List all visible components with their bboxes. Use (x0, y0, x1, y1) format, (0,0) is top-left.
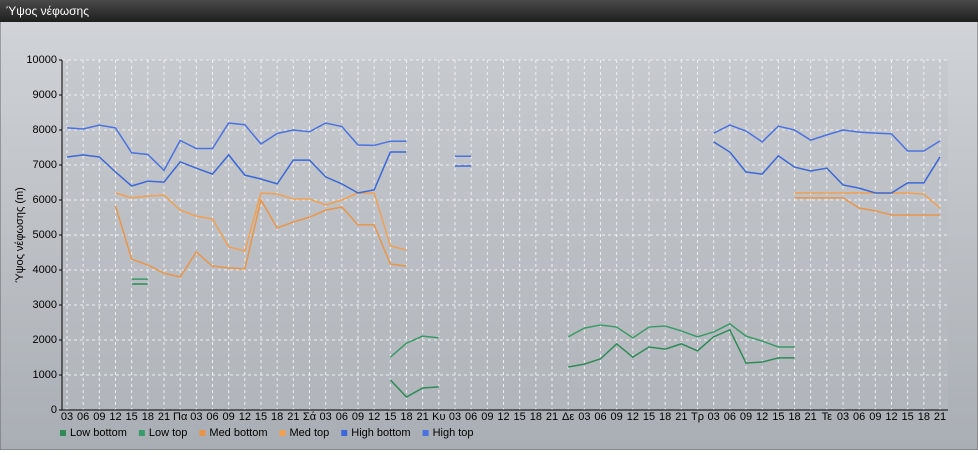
x-tick-label: 03 (190, 411, 202, 423)
x-tick-label: 12 (885, 411, 897, 423)
legend-swatch (138, 430, 145, 436)
series-line (66, 122, 941, 172)
x-tick-label: 09 (93, 411, 105, 423)
x-tick-label: 21 (158, 411, 170, 423)
x-tick-label: Τρ (691, 411, 704, 423)
x-tick-label: 15 (384, 411, 396, 423)
series-line (66, 141, 941, 194)
x-tick-label: 18 (788, 411, 800, 423)
x-tick-label: 18 (918, 411, 930, 423)
x-tick-label: Δε (562, 411, 574, 423)
legend-label: High top (433, 427, 474, 439)
x-tick-label: Σά (303, 411, 317, 423)
y-tick-label: 8000 (33, 124, 57, 136)
legend-swatch (279, 430, 286, 436)
x-tick-label: Τε (822, 411, 833, 423)
y-tick-label: 2000 (33, 334, 57, 346)
x-tick-label: 12 (368, 411, 380, 423)
series-line (131, 278, 795, 358)
legend-label: Med bottom (209, 427, 267, 439)
x-tick-label: 09 (611, 411, 623, 423)
series-line (114, 197, 940, 278)
x-tick-label: 03 (708, 411, 720, 423)
x-tick-label: 12 (627, 411, 639, 423)
x-tick-label: 06 (206, 411, 218, 423)
legend-label: High bottom (351, 427, 410, 439)
x-tick-label: 21 (675, 411, 687, 423)
x-tick-label: 18 (142, 411, 154, 423)
x-tick-label: 21 (805, 411, 817, 423)
x-tick-label: 15 (514, 411, 526, 423)
legend-label: Low bottom (70, 427, 127, 439)
legend-label: Low top (149, 427, 188, 439)
x-tick-label: 09 (740, 411, 752, 423)
x-tick-label: 18 (659, 411, 671, 423)
y-tick-label: 3000 (33, 299, 57, 311)
title-bar (0, 0, 978, 22)
x-tick-label: 15 (772, 411, 784, 423)
x-tick-label: 06 (853, 411, 865, 423)
x-tick-label: Πα (173, 411, 188, 423)
y-tick-label: 5000 (33, 229, 57, 241)
y-tick-label: 7000 (33, 159, 57, 171)
series-line (131, 283, 795, 398)
y-tick-label: 6000 (33, 194, 57, 206)
x-tick-label: 18 (400, 411, 412, 423)
x-tick-label: 06 (465, 411, 477, 423)
y-tick-label: 1000 (33, 369, 57, 381)
y-tick-label: 9000 (33, 89, 57, 101)
x-tick-label: 03 (578, 411, 590, 423)
x-tick-label: 09 (869, 411, 881, 423)
x-tick-label: 12 (756, 411, 768, 423)
x-tick-label: 15 (643, 411, 655, 423)
legend-label: Med top (290, 427, 330, 439)
x-tick-label: 03 (837, 411, 849, 423)
y-axis-label: Ύψος νέφωσης (m) (14, 187, 26, 283)
x-tick-label: 06 (724, 411, 736, 423)
x-tick-label: 21 (934, 411, 946, 423)
x-tick-label: 12 (109, 411, 121, 423)
x-tick-label: 15 (902, 411, 914, 423)
y-tick-label: 0 (51, 404, 57, 416)
x-tick-label: 09 (223, 411, 235, 423)
x-tick-label: 03 (449, 411, 461, 423)
x-tick-label: 18 (271, 411, 283, 423)
x-tick-label: Κυ (432, 411, 445, 423)
legend-swatch (60, 430, 66, 436)
x-tick-label: 21 (546, 411, 558, 423)
y-tick-label: 10000 (26, 54, 57, 66)
x-tick-label: 06 (594, 411, 606, 423)
chart-title: Ύψος νέφωσης (6, 4, 89, 18)
x-tick-label: 09 (352, 411, 364, 423)
x-tick-label: 12 (497, 411, 509, 423)
x-tick-label: 12 (239, 411, 251, 423)
x-tick-label: 09 (481, 411, 493, 423)
x-tick-label: 06 (336, 411, 348, 423)
x-tick-label: 03 (61, 411, 73, 423)
x-tick-label: 18 (530, 411, 542, 423)
x-tick-label: 21 (287, 411, 299, 423)
x-tick-label: 06 (77, 411, 89, 423)
x-tick-label: 15 (255, 411, 267, 423)
x-tick-label: 15 (126, 411, 138, 423)
legend-swatch (199, 430, 206, 436)
x-tick-label: 03 (320, 411, 332, 423)
legend-swatch (341, 430, 348, 436)
legend-swatch (422, 430, 429, 436)
x-tick-label: 21 (417, 411, 429, 423)
y-tick-label: 4000 (33, 264, 57, 276)
